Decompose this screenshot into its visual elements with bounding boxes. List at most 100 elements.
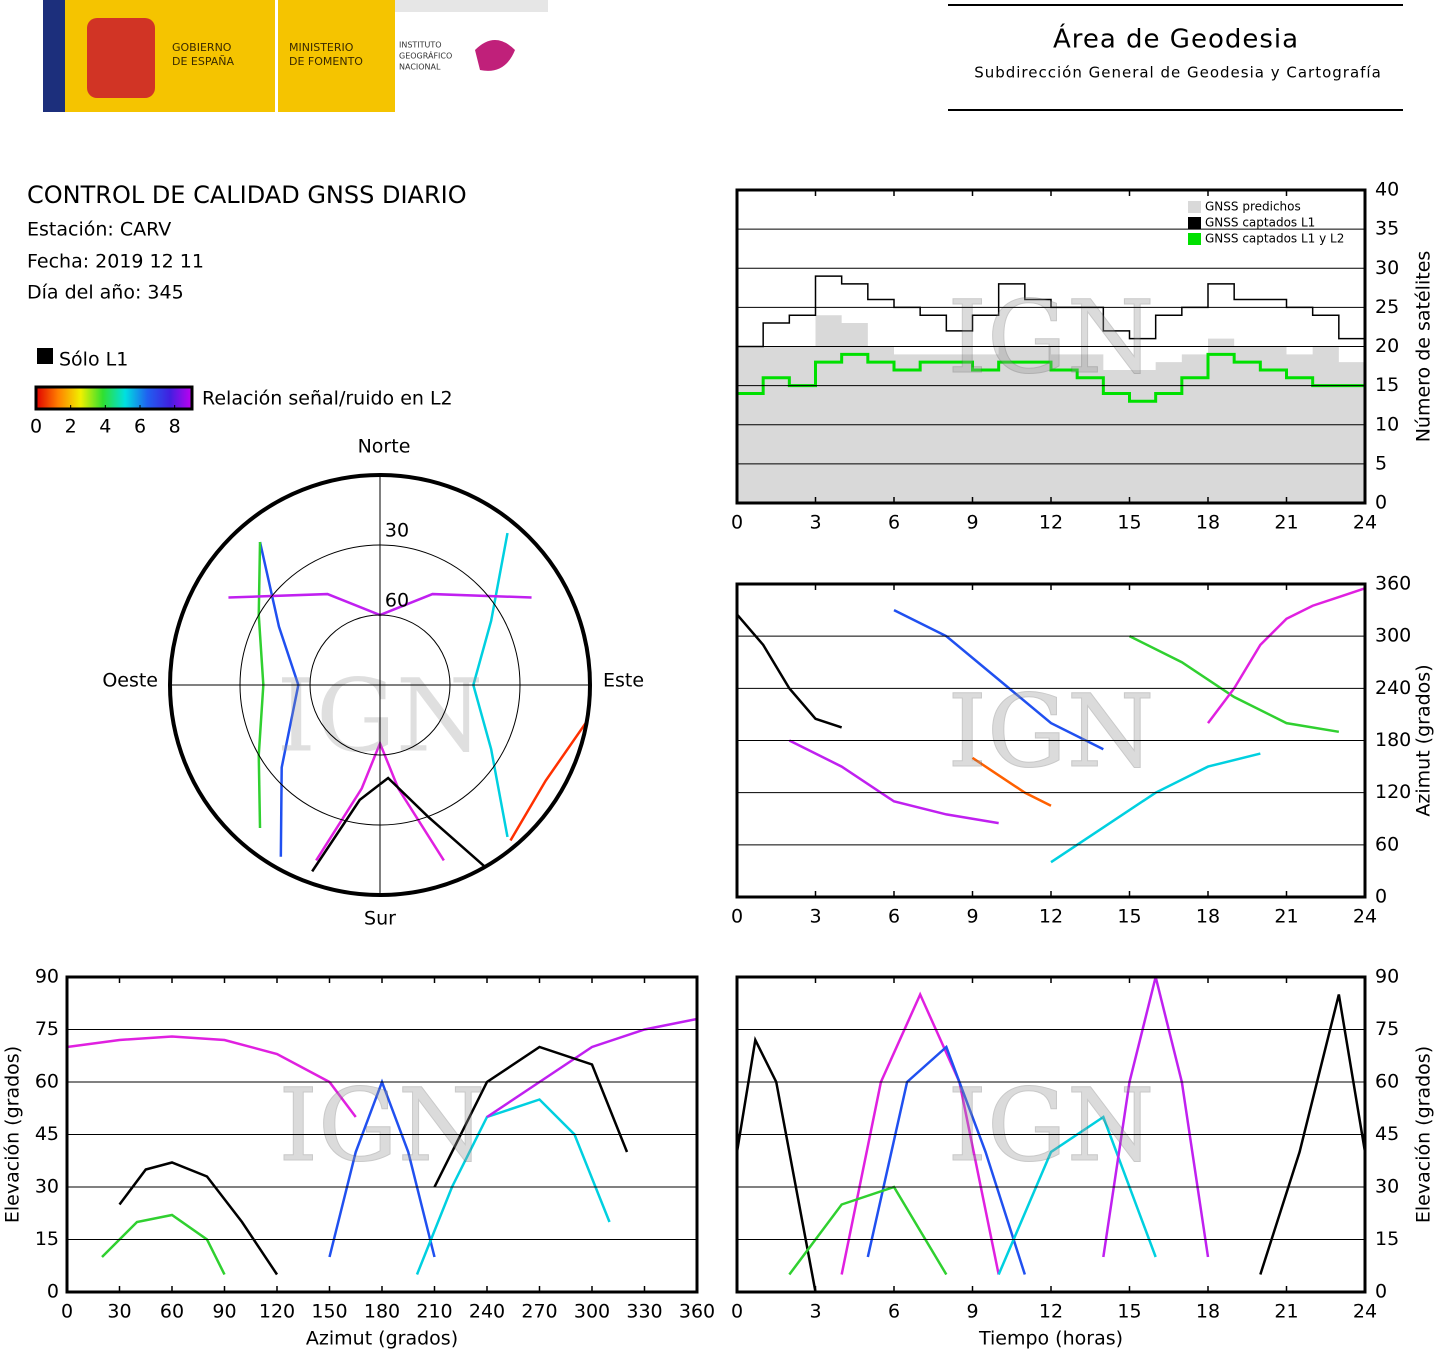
logo-text: INSTITUTO [399, 41, 442, 50]
x-tick-label: 15 [1117, 906, 1141, 928]
plot-frame [65, 975, 699, 1294]
x-tick-label: 3 [809, 906, 821, 928]
count-line [737, 275, 1365, 348]
x-tick-label: 21 [1274, 906, 1298, 928]
satellite-track [118, 1161, 279, 1276]
x-tick-label: 12 [1039, 906, 1063, 928]
y-tick-label: 60 [35, 1071, 59, 1093]
colorbar-tick-label: 8 [169, 416, 181, 438]
x-tick-label: 30 [107, 1301, 131, 1323]
legend-label: GNSS captados L1 y L2 [1205, 232, 1344, 246]
y-tick-label: 0 [1375, 1281, 1387, 1303]
y-axis-label: Número de satélites [1413, 251, 1435, 443]
watermark: IGN [279, 1067, 486, 1184]
x-tick-label: 150 [311, 1301, 347, 1323]
y-tick-label: 10 [1375, 413, 1399, 435]
x-tick-label: 120 [259, 1301, 295, 1323]
colorbar-label: Relación señal/ruido en L2 [202, 388, 453, 410]
y-tick-label: 20 [1375, 335, 1399, 357]
satellite-track [1102, 977, 1210, 1258]
y-tick-label: 0 [1375, 492, 1387, 514]
x-tick-label: 21 [1274, 512, 1298, 534]
satellite-track [788, 1185, 948, 1276]
report-title: CONTROL DE CALIDAD GNSS DIARIO [27, 181, 467, 209]
logo-ministerio [278, 0, 395, 112]
x-tick-label: 21 [1274, 1301, 1298, 1323]
legend-swatch [1188, 233, 1201, 245]
ring-label: 30 [385, 520, 409, 542]
x-tick-label: 6 [888, 512, 900, 534]
y-tick-label: 0 [47, 1281, 59, 1303]
y-tick-label: 60 [1375, 1071, 1399, 1093]
plot-frame [735, 188, 1367, 505]
y-tick-label: 5 [1375, 452, 1387, 474]
y-axis-label: Elevación (grados) [2, 1046, 24, 1223]
colorbar-tick-label: 6 [134, 416, 146, 438]
plot-frame [735, 582, 1367, 899]
x-tick-label: 6 [888, 906, 900, 928]
x-tick-label: 9 [966, 512, 978, 534]
satellite-track [866, 1044, 1027, 1275]
logo-text: DE FOMENTO [289, 55, 363, 68]
x-tick-label: 18 [1196, 1301, 1220, 1323]
satellite-track [101, 1213, 226, 1276]
y-tick-label: 45 [1375, 1123, 1399, 1145]
logo-text: MINISTERIO [289, 41, 354, 54]
satellite-track [509, 720, 588, 842]
satellite-track [486, 1017, 697, 1119]
satellite-track [1259, 994, 1365, 1275]
y-tick-label: 25 [1375, 296, 1399, 318]
crest [87, 18, 155, 98]
y-tick-label: 180 [1375, 729, 1411, 751]
satellite-track [971, 756, 1052, 807]
y-tick-label: 75 [35, 1018, 59, 1040]
plot-frame [735, 975, 1367, 1294]
x-tick-label: 0 [731, 906, 743, 928]
y-tick-label: 15 [1375, 1228, 1399, 1250]
logo-strip [395, 0, 548, 12]
x-tick-label: 0 [61, 1301, 73, 1323]
ring-label: 60 [385, 590, 409, 612]
y-tick-label: 15 [35, 1228, 59, 1250]
y-tick-label: 240 [1375, 677, 1411, 699]
logo-text: NACIONAL [399, 63, 441, 72]
x-tick-label: 9 [966, 906, 978, 928]
colorbar [34, 385, 194, 411]
logo-band [43, 0, 65, 112]
y-tick-label: 75 [1375, 1018, 1399, 1040]
logo-text: DE ESPAÑA [172, 55, 235, 68]
y-tick-label: 30 [1375, 1176, 1399, 1198]
x-tick-label: 90 [212, 1301, 236, 1323]
chart: IGN 0 5 10 15 20 25 30 35 40 0 3 6 9 12 15 18 21 24 Número … [731, 179, 1435, 534]
x-tick-label: 24 [1353, 906, 1377, 928]
direction-label: Oeste [102, 670, 158, 692]
legend-swatch [1188, 201, 1201, 213]
direction-label: Norte [358, 436, 411, 458]
l1-swatch [37, 348, 53, 364]
satellite-track [1128, 635, 1340, 734]
x-tick-label: 270 [521, 1301, 557, 1323]
date: Fecha: 2019 12 11 [27, 251, 204, 273]
x-tick-label: 360 [679, 1301, 715, 1323]
colorbar-tick-label: 0 [30, 416, 42, 438]
legend-label: GNSS predichos [1205, 200, 1301, 214]
y-axis-label: Azimut (grados) [1413, 664, 1435, 816]
plot-area [737, 275, 1365, 503]
y-tick-label: 60 [1375, 833, 1399, 855]
x-tick-label: 9 [966, 1301, 978, 1323]
x-tick-label: 24 [1353, 512, 1377, 534]
x-tick-label: 3 [809, 1301, 821, 1323]
x-tick-label: 18 [1196, 512, 1220, 534]
chart: IGN 0 15 30 45 60 75 90 0 3 6 9 12 15 18 21 24 Tiempo (ho… [731, 966, 1435, 1350]
header-subtitle: Subdirección General de Geodesia y Carto… [974, 64, 1382, 82]
y-tick-label: 360 [1375, 573, 1411, 595]
x-tick-label: 0 [731, 512, 743, 534]
x-tick-label: 300 [574, 1301, 610, 1323]
legend-swatch [1188, 217, 1201, 229]
day-of-year: Día del año: 345 [27, 282, 184, 304]
chart: IGN 0 60 120 180 240 300 360 0 3 6 9 12 15 18 21 24 Azimu… [731, 573, 1435, 928]
x-axis-label: Azimut (grados) [306, 1328, 458, 1350]
x-tick-label: 15 [1117, 512, 1141, 534]
horizon-frame [168, 473, 592, 897]
